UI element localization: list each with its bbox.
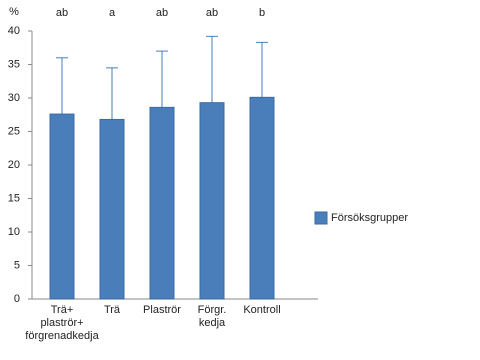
significance-label: a [109,7,116,19]
significance-label: ab [56,7,68,19]
y-tick-label: 0 [14,293,20,305]
x-tick-label: förgrenadkedja [25,330,99,342]
y-tick-label: 5 [14,259,20,271]
x-tick-label: Plaströr [143,304,181,316]
bar [49,113,75,300]
bar [199,102,225,300]
x-tick-label: Kontroll [243,304,280,316]
bar [149,106,175,300]
bar [249,96,275,300]
significance-label: ab [206,7,218,19]
y-axis-label: % [9,6,19,18]
y-tick-label: 20 [8,159,20,171]
x-tick-label: Förgr. [198,304,227,316]
y-tick-label: 15 [8,192,20,204]
y-tick-label: 10 [8,226,20,238]
x-tick-label: plaströr+ [40,317,83,329]
y-tick-label: 35 [8,58,20,70]
x-tick-label: Trä [104,304,121,316]
legend-label: Försöksgrupper [331,212,408,224]
y-tick-label: 30 [8,92,20,104]
x-tick-label: kedja [199,317,226,329]
x-tick-label: Trä+ [51,304,74,316]
y-tick-label: 40 [8,25,20,37]
legend-swatch [314,211,328,225]
bar [99,118,125,300]
y-tick-label: 25 [8,125,20,137]
significance-label: ab [156,7,168,19]
significance-label: b [259,7,265,19]
